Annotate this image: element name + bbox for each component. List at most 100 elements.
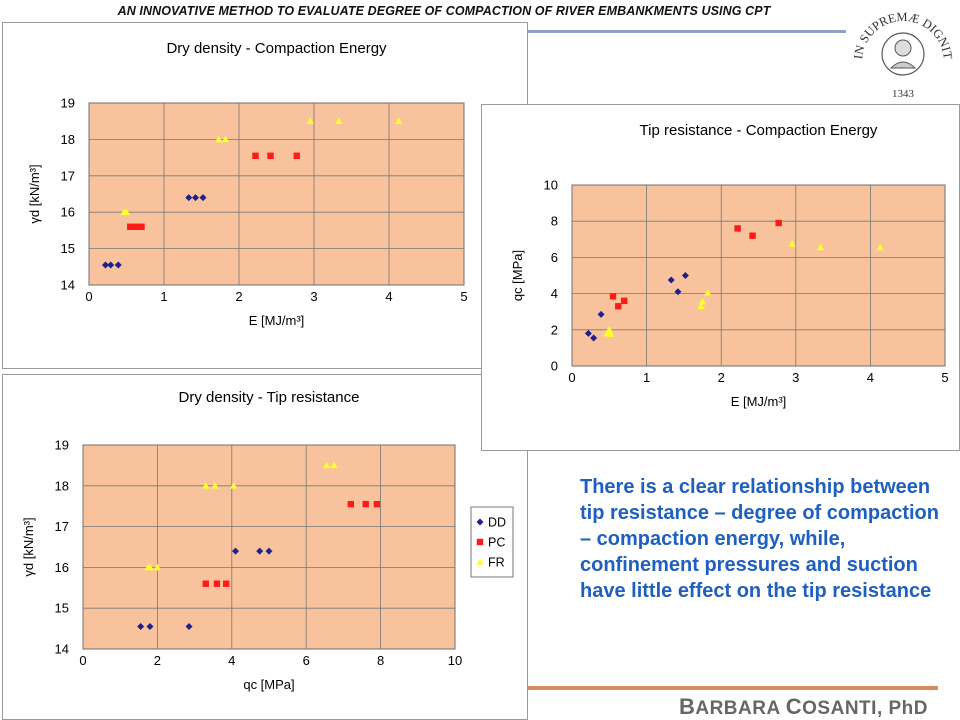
x-tick-label: 0	[79, 653, 86, 668]
point-pc	[362, 500, 369, 508]
title-rule	[528, 30, 846, 33]
point-dd	[185, 194, 193, 202]
x-tick-label: 4	[867, 370, 874, 385]
y-tick-label: 18	[55, 478, 69, 493]
y-tick-label: 2	[551, 322, 558, 337]
chart-title: Tip resistance - Compaction Energy	[640, 122, 878, 139]
x-tick-label: 4	[385, 289, 392, 304]
x-axis-label: qc [MPa]	[243, 677, 294, 692]
y-tick-label: 10	[544, 178, 558, 193]
point-dd	[667, 276, 675, 284]
y-tick-label: 18	[61, 132, 75, 147]
chart-svg-2: Dry density - Tip resistance 0 2 4 6 8 10 14 15 1…	[21, 389, 514, 692]
x-tick-label: 6	[303, 653, 310, 668]
point-pc	[734, 225, 741, 232]
point-dd	[590, 334, 598, 342]
y-tick-label: 19	[61, 96, 75, 111]
legend-label-dd: DD	[488, 516, 506, 530]
author-initial-last: C	[785, 694, 803, 719]
point-dd	[192, 194, 199, 202]
point-fr	[876, 243, 884, 251]
plot-area	[571, 184, 946, 367]
x-tick-label: 8	[377, 653, 384, 668]
point-dd	[232, 547, 240, 555]
chart-panel-tip-energy: Tip resistance - Compaction Energy 0 1 2 3 4 5…	[481, 104, 960, 451]
point-fr	[330, 461, 338, 469]
author-initial-first: B	[678, 694, 696, 719]
chart-title: Dry density - Tip resistance	[179, 389, 360, 406]
point-dd	[256, 547, 264, 555]
point-fr	[306, 117, 314, 124]
series-dd	[102, 194, 207, 269]
point-dd	[146, 623, 154, 631]
series-dd	[584, 272, 689, 342]
point-fr	[788, 240, 796, 247]
point-fr	[153, 563, 161, 571]
point-dd	[674, 288, 682, 296]
y-tick-label: 14	[61, 278, 75, 293]
chart-svg-1: Tip resistance - Compaction Energy 0 1 2 3 4 5…	[510, 122, 949, 409]
point-pc	[267, 152, 274, 159]
series-pc	[127, 152, 300, 230]
chart-panel-density-tip: Dry density - Tip resistance 0 2 4 6 8 10 14 15 1…	[2, 374, 528, 720]
point-pc	[347, 500, 355, 508]
point-fr	[395, 117, 403, 124]
point-fr	[211, 482, 219, 489]
point-pc	[202, 580, 209, 587]
point-dd	[185, 623, 193, 631]
university-seal-icon: IN SUPREMÆ DIGNITATIS 1343	[850, 2, 955, 100]
point-pc	[132, 223, 139, 230]
y-tick-label: 17	[55, 519, 69, 534]
point-dd	[114, 261, 122, 269]
x-tick-label: 3	[792, 370, 799, 385]
legend-marker-pc	[476, 538, 484, 546]
point-pc	[775, 219, 782, 227]
chart-title: Dry density - Compaction Energy	[166, 40, 387, 57]
point-fr	[704, 288, 712, 296]
point-fr	[607, 330, 615, 338]
y-tick-label: 17	[61, 168, 75, 183]
chart-panel-density-energy: Dry density - Compaction Energy 0 1 2 3 4 5 14 1…	[2, 22, 528, 369]
seal-year: 1343	[892, 88, 915, 100]
point-dd	[107, 261, 115, 269]
series-fr	[603, 240, 884, 338]
plot-area	[88, 102, 465, 286]
y-tick-label: 0	[551, 359, 558, 374]
y-tick-label: 6	[551, 250, 558, 265]
point-fr	[816, 243, 825, 251]
author-suffix: , PhD	[876, 698, 928, 719]
point-pc	[749, 232, 756, 239]
author-name: BARBARA COSANTI, PhD	[679, 694, 928, 720]
x-tick-label: 4	[228, 653, 235, 668]
x-tick-label: 2	[154, 653, 161, 668]
y-axis-label: γd [kN/m³]	[27, 164, 42, 223]
chart-legend: DD PC FR	[470, 506, 514, 578]
y-tick-label: 15	[61, 241, 75, 256]
y-axis-label: qc [MPa]	[510, 250, 525, 301]
y-tick-label: 14	[55, 642, 69, 657]
legend-marker-fr	[476, 558, 484, 565]
x-tick-label: 5	[941, 370, 948, 385]
x-tick-label: 2	[718, 370, 725, 385]
y-tick-label: 8	[551, 214, 558, 229]
bottom-rule	[528, 686, 938, 690]
point-dd	[681, 272, 689, 279]
point-fr	[122, 208, 131, 215]
point-pc	[609, 293, 617, 300]
x-tick-label: 10	[448, 653, 462, 668]
x-tick-label: 0	[568, 370, 575, 385]
point-pc	[213, 580, 221, 587]
point-pc	[127, 223, 134, 230]
point-pc	[621, 297, 628, 305]
point-pc	[373, 500, 381, 508]
point-pc	[138, 223, 145, 230]
x-axis-label: E [MJ/m³]	[731, 394, 787, 409]
point-pc	[615, 303, 622, 310]
plot-area	[82, 444, 456, 650]
point-fr	[698, 297, 707, 305]
point-fr	[697, 302, 705, 310]
y-tick-label: 16	[61, 205, 75, 220]
slide-title: AN INNOVATIVE METHOD TO EVALUATE DEGREE …	[117, 4, 771, 18]
point-dd	[102, 261, 109, 269]
y-tick-label: 19	[55, 438, 69, 453]
